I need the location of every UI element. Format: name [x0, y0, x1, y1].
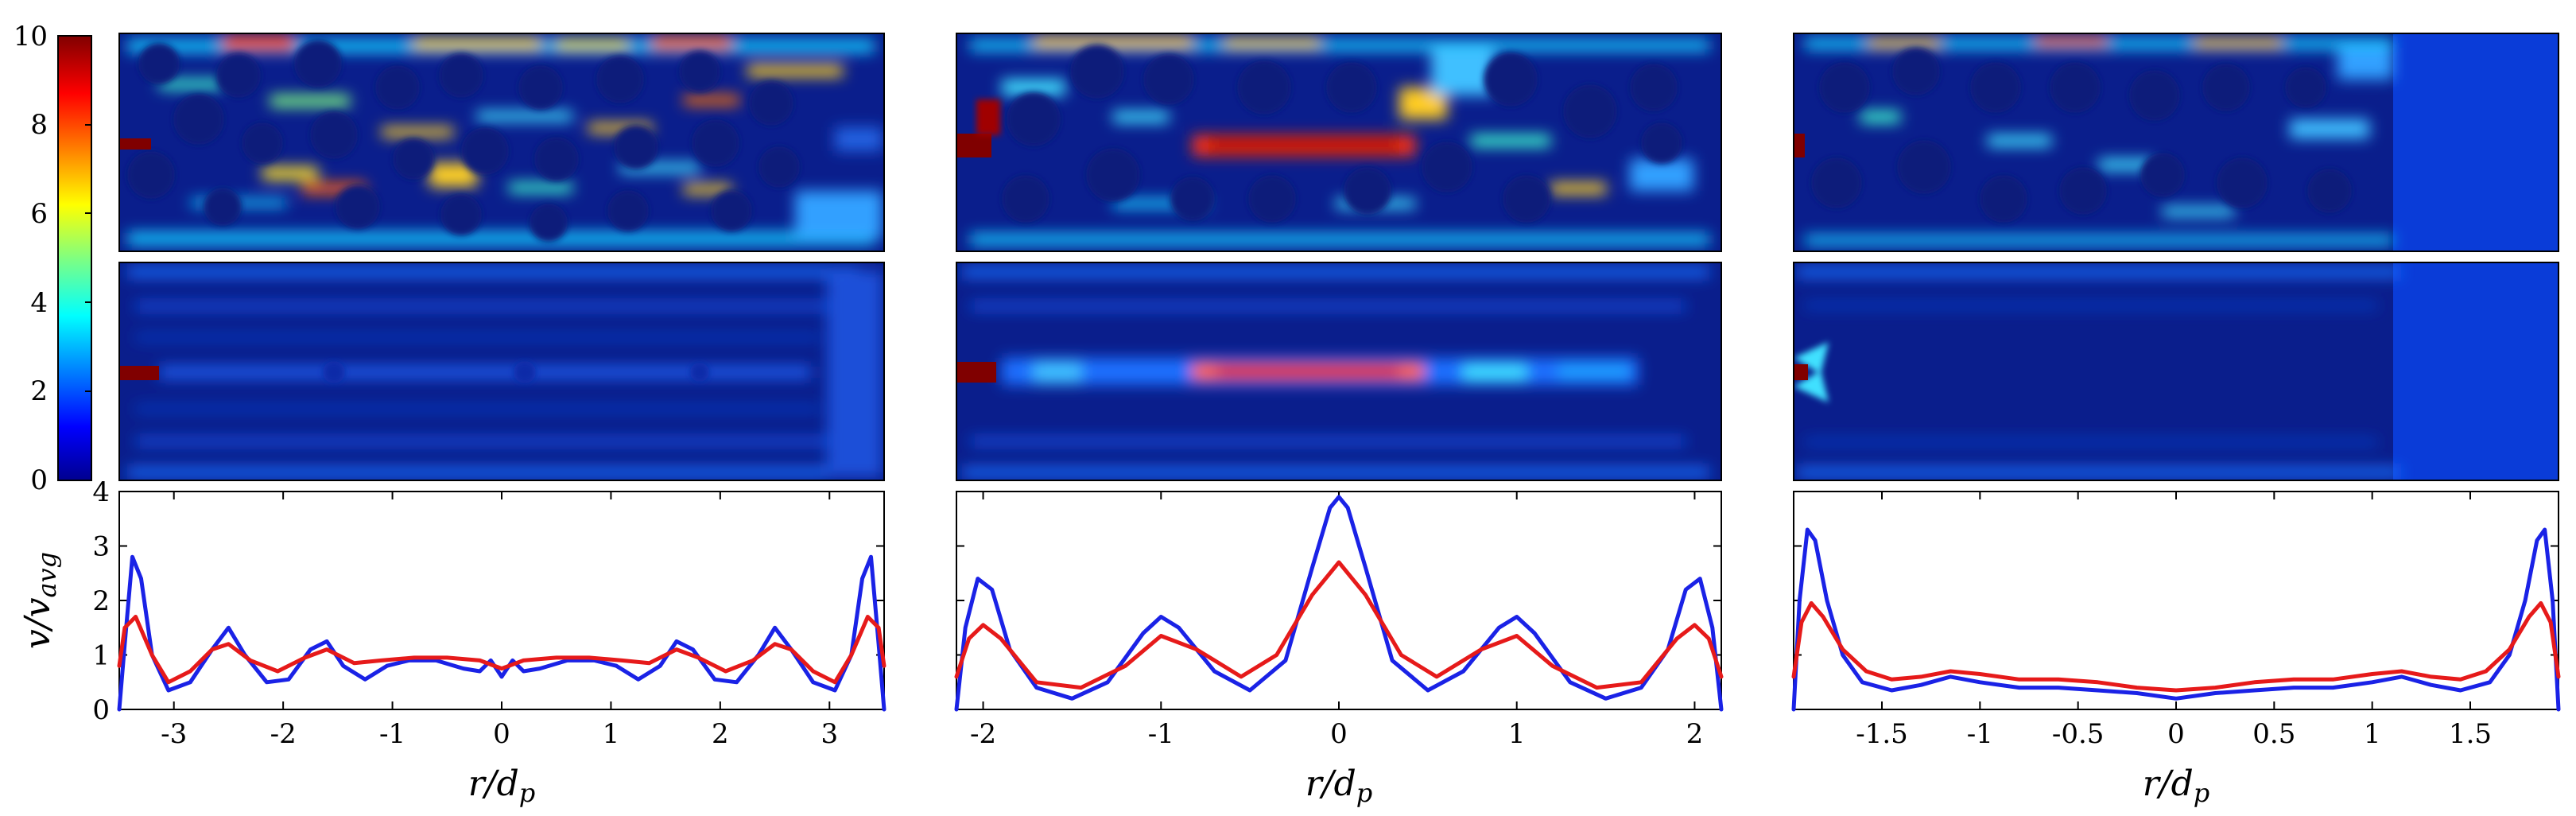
- map-frame: [956, 33, 1722, 252]
- x-tick-label: 1: [2364, 718, 2381, 750]
- field-map-c-lower: [1794, 262, 2559, 480]
- x-axis-label: r/dp: [2143, 764, 2210, 808]
- y-tick-label: 4: [92, 476, 110, 508]
- inlet-jet: [956, 134, 991, 157]
- x-tick-label: -2: [270, 718, 297, 750]
- field-map-c-upper: [1794, 33, 2559, 251]
- colorbar-tick: 0: [30, 464, 48, 496]
- y-axis-label: v/vavg: [17, 552, 62, 649]
- x-tick-label: -1: [379, 718, 405, 750]
- field-map-a-upper: [119, 33, 884, 251]
- colorbar: 10 8 6 4 2 0: [14, 21, 92, 496]
- x-tick-label: 0: [493, 718, 510, 750]
- velocity-profile-plot-a: -3 -2 -1 0 1 2 3 0 1 2 3 4 v/vavg r/dp: [17, 476, 886, 808]
- velocity-profile-plot-b: -2 -1 0 1 2 r/dp: [954, 491, 1724, 808]
- x-axis-label: r/dp: [468, 764, 536, 808]
- map-frame: [118, 33, 885, 252]
- x-tick-label: -1: [1967, 718, 1993, 750]
- x-tick-label: -2: [970, 718, 996, 750]
- series-line-red: [954, 560, 1724, 690]
- map-frame: [1793, 262, 2559, 481]
- field-map-b-upper: [956, 33, 1721, 251]
- inlet-jet: [1794, 364, 1808, 380]
- x-tick-label: -1: [1148, 718, 1174, 750]
- series-line-red: [1791, 600, 2561, 693]
- velocity-profile-plot-c: -1.5 -1 -0.5 0 0.5 1 1.5 r/dp: [1791, 491, 2561, 808]
- x-tick-label: -3: [161, 718, 187, 750]
- x-tick-label: 1: [603, 718, 620, 750]
- y-tick-label: 0: [92, 694, 110, 726]
- colorbar-tick: 10: [14, 21, 48, 52]
- colorbar-tick: 4: [30, 287, 48, 319]
- field-map-a-lower: [119, 262, 884, 480]
- x-tick-label: 0: [2167, 718, 2185, 750]
- x-tick-label: 2: [1686, 718, 1704, 750]
- x-tick-label: -0.5: [2052, 718, 2105, 750]
- inlet-jet: [1794, 134, 1805, 157]
- plot-frame: [956, 491, 1722, 710]
- x-tick-label: -1.5: [1856, 718, 1908, 750]
- x-tick-label: 3: [821, 718, 838, 750]
- x-tick-label: 0.5: [2252, 718, 2295, 750]
- x-axis-label: r/dp: [1305, 764, 1373, 808]
- map-frame: [1793, 33, 2559, 252]
- series-line-blue: [117, 554, 886, 712]
- colorbar-tick: 8: [30, 109, 48, 141]
- field-map-b-lower: [956, 262, 1721, 480]
- colorbar-tick: 6: [30, 198, 48, 230]
- x-tick-label: 1.5: [2449, 718, 2492, 750]
- y-tick-label: 2: [92, 585, 110, 617]
- series-line-red: [117, 615, 886, 685]
- colorbar-tick: 2: [30, 375, 48, 407]
- y-tick-label: 3: [92, 531, 110, 563]
- series-line-blue: [954, 495, 1724, 712]
- x-tick-label: 1: [1508, 718, 1526, 750]
- x-tick-label: 2: [712, 718, 729, 750]
- inlet-jet: [956, 362, 996, 383]
- map-frame: [118, 262, 885, 481]
- map-frame: [956, 262, 1722, 481]
- series-line-blue: [1791, 527, 2561, 712]
- y-tick-label: 1: [92, 640, 110, 672]
- x-tick-label: 0: [1330, 718, 1348, 750]
- inlet-jet: [119, 138, 151, 150]
- inlet-jet: [119, 366, 159, 380]
- colorbar-gradient: [57, 35, 92, 481]
